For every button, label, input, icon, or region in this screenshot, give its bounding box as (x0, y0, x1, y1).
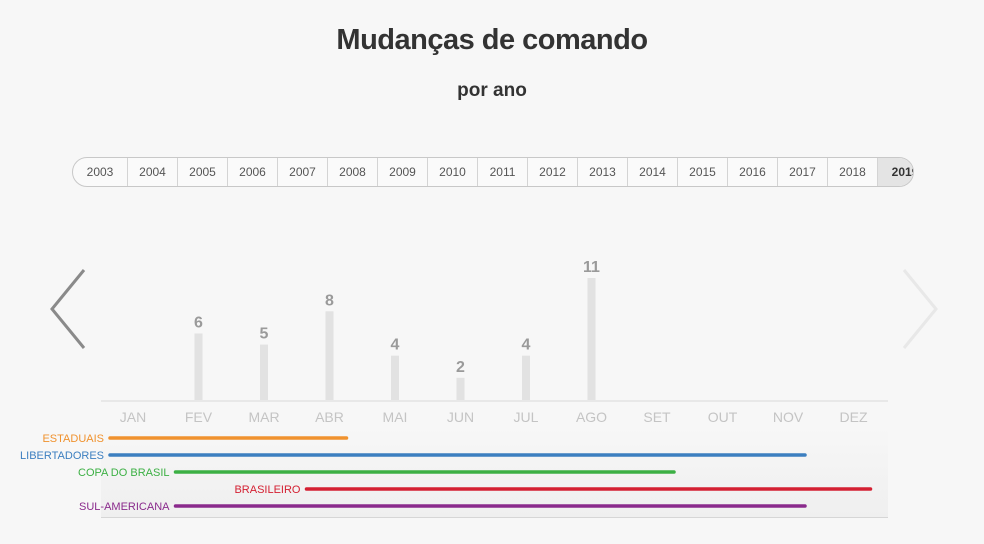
year-tab-2003[interactable]: 2003 (86, 165, 114, 179)
year-selector: 2003 2004 2005 2006 2007 2008 2009 2010 2011 2012… (72, 157, 914, 187)
month-label-mar: MAR (248, 409, 279, 425)
year-tab-2010[interactable]: 2010 (427, 158, 477, 186)
bar-value-jul: 4 (522, 337, 531, 354)
timeline-label-sul-americana: SUL-AMERICANA (79, 501, 170, 513)
year-tab-2013[interactable]: 2013 (577, 158, 627, 186)
year-tab-2016[interactable]: 2016 (727, 158, 777, 186)
bar-value-mar: 5 (260, 326, 269, 343)
bar-value-jun: 2 (456, 359, 465, 376)
bar-ago (587, 278, 596, 400)
year-tab-2019[interactable]: 2019 (877, 158, 913, 186)
month-label-jan: JAN (120, 409, 146, 425)
bar-fev (194, 333, 203, 400)
year-tab-2012[interactable]: 2012 (527, 158, 577, 186)
timeline-label-copa-do-brasil: COPA DO BRASIL (78, 467, 170, 479)
bar-abr (325, 311, 334, 400)
month-label-fev: FEV (185, 409, 213, 425)
year-tab-2008[interactable]: 2008 (327, 158, 377, 186)
timeline-label-libertadores: LIBERTADORES (20, 450, 104, 462)
year-tab-2005[interactable]: 2005 (177, 158, 227, 186)
month-label-jul: JUL (514, 409, 539, 425)
page-title: Mudanças de comando (336, 24, 648, 56)
bar-value-mai: 4 (391, 337, 400, 354)
month-label-out: OUT (708, 409, 738, 425)
year-tab-2018[interactable]: 2018 (827, 158, 877, 186)
month-label-ago: AGO (576, 409, 607, 425)
bar-mai (391, 355, 399, 400)
year-tab-2011[interactable]: 2011 (477, 158, 527, 186)
bar-value-fev: 6 (194, 314, 203, 331)
month-label-abr: ABR (315, 409, 344, 425)
previous-year-arrow-icon[interactable] (48, 268, 88, 355)
next-year-arrow-icon[interactable] (900, 268, 940, 355)
bar-value-abr: 8 (325, 292, 334, 309)
year-tab-2014[interactable]: 2014 (627, 158, 677, 186)
year-tab-2009[interactable]: 2009 (377, 158, 427, 186)
year-tab-2015[interactable]: 2015 (677, 158, 727, 186)
month-label-set: SET (643, 409, 671, 425)
year-tab-2006[interactable]: 2006 (227, 158, 277, 186)
month-label-mai: MAI (383, 409, 408, 425)
month-label-nov: NOV (773, 409, 804, 425)
month-label-jun: JUN (447, 409, 474, 425)
bar-value-ago: 11 (583, 259, 600, 276)
bar-jun (456, 377, 465, 400)
bar-jul (522, 355, 530, 400)
month-label-dez: DEZ (840, 409, 868, 425)
timeline-label-brasileiro: BRASILEIRO (234, 484, 300, 496)
timeline-label-estaduais: ESTADUAIS (42, 433, 104, 445)
year-tab-2007[interactable]: 2007 (277, 158, 327, 186)
year-tab-2017[interactable]: 2017 (777, 158, 827, 186)
bar-mar (260, 344, 268, 400)
year-tab-2004[interactable]: 2004 (127, 158, 177, 186)
page-subtitle: por ano (457, 80, 527, 101)
